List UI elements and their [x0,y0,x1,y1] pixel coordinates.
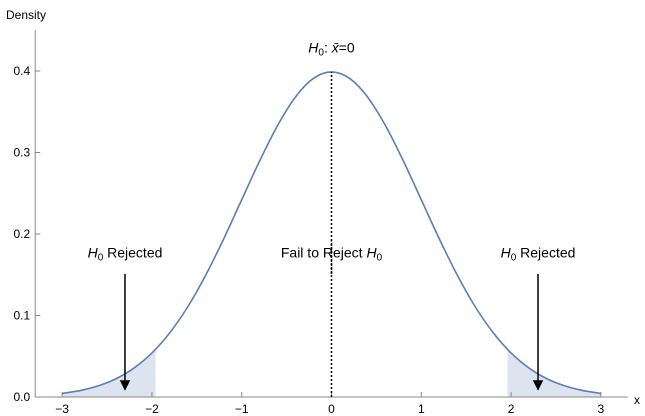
annotation-part: 0 [318,47,324,58]
annotation-part: H [88,245,99,261]
annotation-part: Fail to Reject [281,245,367,261]
annotation-part: 0 [511,252,517,263]
y-tick-label: 0.2 [14,227,31,241]
y-tick-label: 0.4 [14,64,31,78]
annotation-part: H [308,39,319,55]
y-tick-label: 0.3 [14,146,31,160]
rejection-area [507,349,601,397]
x-tick-label: 2 [508,402,515,416]
x-tick-label: −2 [145,402,159,416]
annotation: H0 Rejected [501,245,576,264]
annotation-part: Rejected [516,245,575,261]
x-tick-label: 0 [328,402,335,416]
y-tick-label: 0.0 [14,390,31,404]
rejection-area [62,349,156,397]
x-tick-label: 1 [418,402,425,416]
x-axis-label: x [634,393,640,407]
annotation: H0: x̄=0 [308,39,355,58]
x-tick-label: −1 [235,402,249,416]
annotation-part: 0 [377,252,383,263]
annotation-part: x̄ [331,39,340,55]
annotation-part: H [366,245,377,261]
annotation-part: H [501,245,512,261]
annotation-part: Rejected [103,245,162,261]
annotation-part: 0 [98,252,104,263]
y-tick-label: 0.1 [14,309,31,323]
annotation-part: =0 [339,39,355,55]
annotation: Fail to Reject H0 [281,245,383,264]
annotation: H0 Rejected [88,245,163,264]
annotation-part: : [324,39,332,55]
x-tick-label: 3 [598,402,605,416]
y-axis-label: Density [6,8,46,22]
x-tick-label: −3 [55,402,69,416]
